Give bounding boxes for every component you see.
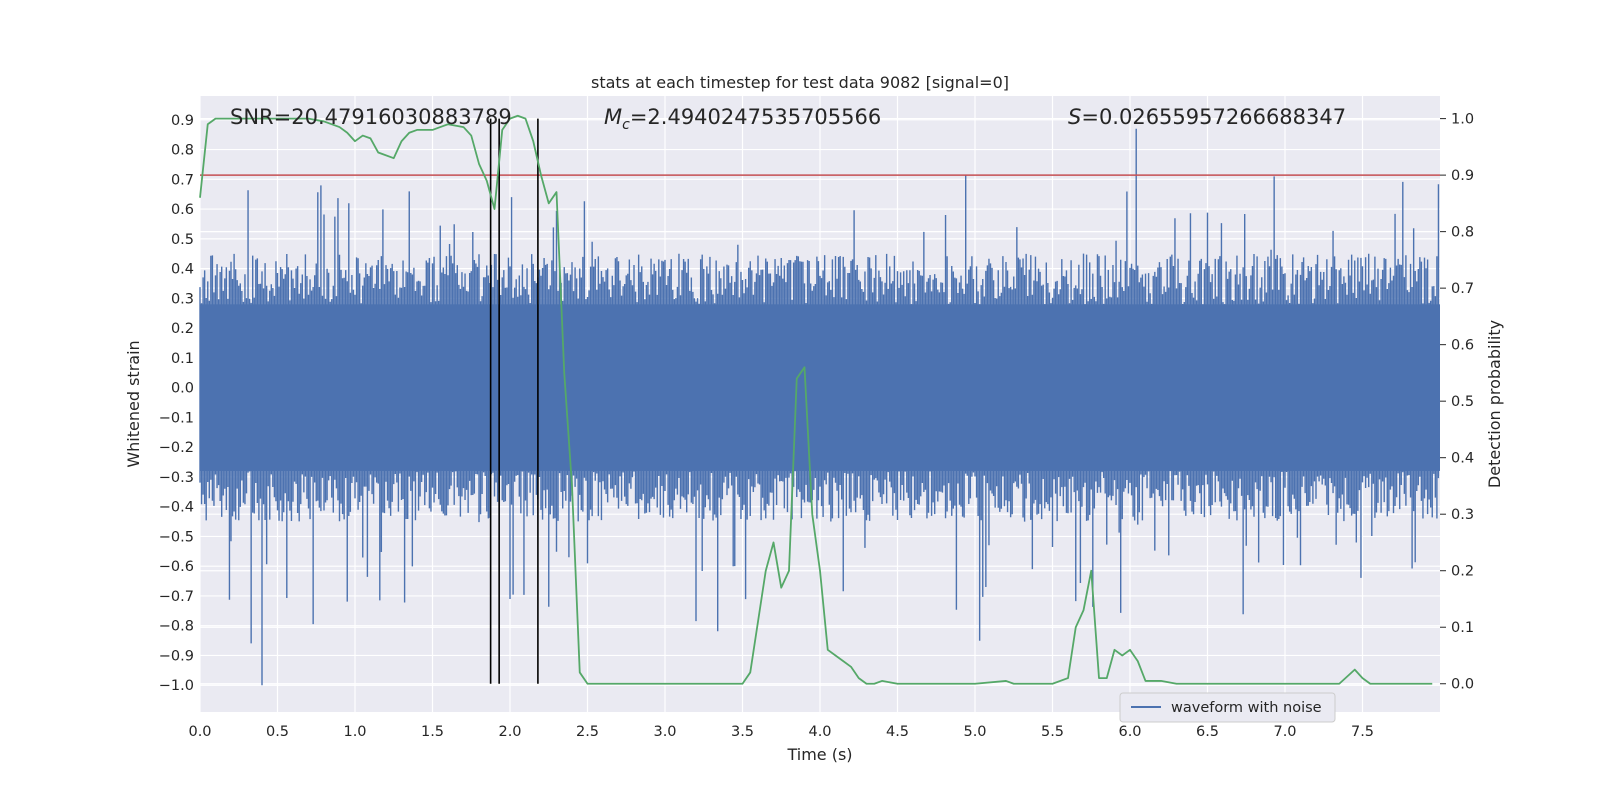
y-axis-ticks: 0.9 0.8 0.7 0.6 0.5 0.4 0.3 0.2 0.1 0.0 −0.1 −0.2 −0… [159, 113, 194, 694]
y-tick-label: −0.9 [159, 648, 194, 664]
x-tick-label: 6.5 [1196, 724, 1219, 740]
y2-tick-label: 0.6 [1451, 338, 1474, 354]
y-tick-label: 0.4 [171, 262, 194, 278]
plot-marks [199, 114, 1440, 686]
x-tick-label: 1.0 [343, 724, 366, 740]
legend-entry: waveform with noise [1171, 700, 1322, 716]
y-tick-label: −0.1 [159, 410, 194, 426]
y2-axis-ticks: 1.0 0.9 0.8 0.7 0.6 0.5 0.4 0.3 0.2 0.1 0.0 [1440, 112, 1474, 693]
x-tick-label: 3.0 [653, 724, 676, 740]
x-tick-label: 2.0 [498, 724, 521, 740]
y-tick-label: −0.5 [159, 529, 194, 545]
x-tick-label: 7.0 [1273, 724, 1296, 740]
y-tick-label: 0.8 [171, 143, 194, 159]
x-axis-ticks: 0.0 0.5 1.0 1.5 2.0 2.5 3.0 3.5 4.0 4.5 5.0 5.5 6.0 6… [188, 724, 1374, 740]
x-tick-label: 0.5 [266, 724, 289, 740]
chirp-mass-value: =2.4940247535705566 [630, 105, 881, 129]
x-tick-label: 4.5 [886, 724, 909, 740]
x-axis-label: Time (s) [786, 745, 852, 764]
x-tick-label: 1.5 [421, 724, 444, 740]
x-tick-label: 2.5 [576, 724, 599, 740]
y-axis-label: Whitened strain [124, 340, 143, 467]
y-tick-label: −0.2 [159, 440, 194, 456]
annotation-chirp-mass: Mc=2.4940247535705566 [604, 105, 881, 133]
y2-tick-label: 0.5 [1451, 394, 1474, 410]
y-tick-label: 0.2 [171, 321, 194, 337]
y-tick-label: −0.8 [159, 619, 194, 635]
annotation-snr: SNR=20.47916030883789 [230, 105, 512, 129]
y2-tick-label: 0.2 [1451, 564, 1474, 580]
significance-value: =0.02655957266688347 [1081, 105, 1346, 129]
y-tick-label: −0.4 [159, 500, 194, 516]
y-tick-label: −0.3 [159, 470, 194, 486]
y-tick-label: −0.7 [159, 589, 194, 605]
y2-tick-label: 0.1 [1451, 620, 1474, 636]
y2-tick-label: 0.4 [1451, 451, 1474, 467]
y-tick-label: −1.0 [159, 678, 194, 694]
y-tick-label: 0.7 [171, 172, 194, 188]
y2-tick-label: 0.8 [1451, 225, 1474, 241]
legend: waveform with noise [1119, 692, 1336, 723]
y2-tick-label: 0.3 [1451, 507, 1474, 523]
x-tick-label: 7.5 [1351, 724, 1374, 740]
y-tick-label: 0.6 [171, 202, 194, 218]
chirp-mass-symbol: M [604, 105, 622, 129]
y2-tick-label: 0.9 [1451, 168, 1474, 184]
y2-tick-label: 1.0 [1451, 112, 1474, 128]
significance-symbol: S [1068, 105, 1081, 129]
chart-title: stats at each timestep for test data 908… [591, 73, 1009, 92]
y-tick-label: 0.0 [171, 381, 194, 397]
annotation-significance: S=0.02655957266688347 [1068, 105, 1346, 129]
x-tick-label: 6.0 [1118, 724, 1141, 740]
y-tick-label: 0.5 [171, 232, 194, 248]
y-tick-label: 0.9 [171, 113, 194, 129]
y-tick-label: −0.6 [159, 559, 194, 575]
y-tick-label: 0.3 [171, 291, 194, 307]
x-tick-label: 0.0 [188, 724, 211, 740]
y2-tick-label: 0.7 [1451, 281, 1474, 297]
x-tick-label: 3.5 [731, 724, 754, 740]
legend-box [1119, 692, 1336, 723]
probability-series [199, 114, 1433, 685]
chirp-mass-subscript: c [622, 117, 630, 133]
y-tick-label: 0.1 [171, 351, 194, 367]
y2-tick-label: 0.0 [1451, 677, 1474, 693]
x-tick-label: 5.5 [1041, 724, 1064, 740]
x-tick-label: 4.0 [808, 724, 831, 740]
y2-axis-label: Detection probability [1485, 320, 1504, 488]
x-tick-label: 5.0 [963, 724, 986, 740]
waveform-core-band [200, 304, 1440, 471]
